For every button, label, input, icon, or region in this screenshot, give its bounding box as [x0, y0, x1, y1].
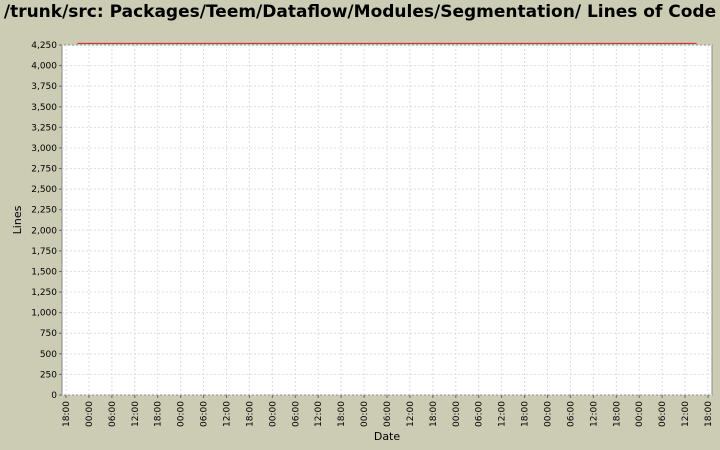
- x-axis-label: Date: [374, 430, 401, 443]
- x-tick-label: 18:00: [337, 401, 347, 427]
- x-tick-label: 00:00: [360, 401, 370, 427]
- x-tick-label: 18:00: [154, 401, 164, 427]
- chart-title: /trunk/src: Packages/Teem/Dataflow/Modul…: [3, 2, 717, 22]
- x-tick-label: 06:00: [291, 401, 301, 427]
- x-tick-label: 12:00: [131, 401, 141, 427]
- x-tick-label: 00:00: [268, 401, 278, 427]
- y-tick-label: 3,000: [31, 144, 57, 154]
- x-tick-label: 00:00: [85, 401, 95, 427]
- x-tick-label: 06:00: [658, 401, 668, 427]
- y-tick-label: 1,500: [31, 267, 57, 277]
- y-tick-label: 1,750: [31, 247, 57, 257]
- x-axis-ticks: 18:00 00:00 06:00 12:00 18:00 00:00 06:00 12:00…: [62, 395, 714, 427]
- y-tick-label: 4,250: [31, 41, 57, 51]
- y-tick-label: 750: [40, 329, 57, 339]
- y-tick-label: 2,500: [31, 185, 57, 195]
- y-tick-label: 4,000: [31, 62, 57, 72]
- x-tick-label: 12:00: [406, 401, 416, 427]
- x-tick-label: 18:00: [704, 401, 714, 427]
- x-tick-label: 00:00: [635, 401, 645, 427]
- x-tick-label: 06:00: [566, 401, 576, 427]
- x-tick-label: 12:00: [223, 401, 233, 427]
- y-tick-label: 2,750: [31, 165, 57, 175]
- x-tick-label: 12:00: [681, 401, 691, 427]
- x-tick-label: 18:00: [521, 401, 531, 427]
- x-tick-label: 06:00: [200, 401, 210, 427]
- x-tick-label: 18:00: [245, 401, 255, 427]
- grid-lines: [62, 44, 712, 396]
- x-tick-label: 00:00: [544, 401, 554, 427]
- x-tick-label: 06:00: [108, 401, 118, 427]
- y-axis-ticks: 0 250 500 750 1,000 1,250 1,500 1,750 2,000 2,250…: [31, 41, 62, 401]
- plot-area: [61, 44, 713, 396]
- x-tick-label: 06:00: [475, 401, 485, 427]
- x-tick-label: 00:00: [452, 401, 462, 427]
- x-tick-label: 18:00: [429, 401, 439, 427]
- x-tick-label: 12:00: [314, 401, 324, 427]
- y-tick-label: 500: [40, 350, 57, 360]
- y-tick-label: 250: [40, 370, 57, 380]
- y-tick-label: 3,250: [31, 123, 57, 133]
- x-tick-label: 12:00: [498, 401, 508, 427]
- y-tick-label: 3,500: [31, 103, 57, 113]
- x-tick-label: 18:00: [612, 401, 622, 427]
- y-tick-label: 2,250: [31, 206, 57, 216]
- y-tick-label: 0: [51, 391, 57, 401]
- x-tick-label: 12:00: [589, 401, 599, 427]
- x-tick-label: 00:00: [177, 401, 187, 427]
- y-tick-label: 3,750: [31, 82, 57, 92]
- y-tick-label: 1,000: [31, 309, 57, 319]
- x-tick-label: 06:00: [383, 401, 393, 427]
- x-tick-label: 18:00: [62, 401, 72, 427]
- y-axis-label: Lines: [11, 205, 24, 234]
- y-tick-label: 1,250: [31, 288, 57, 298]
- y-tick-label: 2,000: [31, 226, 57, 236]
